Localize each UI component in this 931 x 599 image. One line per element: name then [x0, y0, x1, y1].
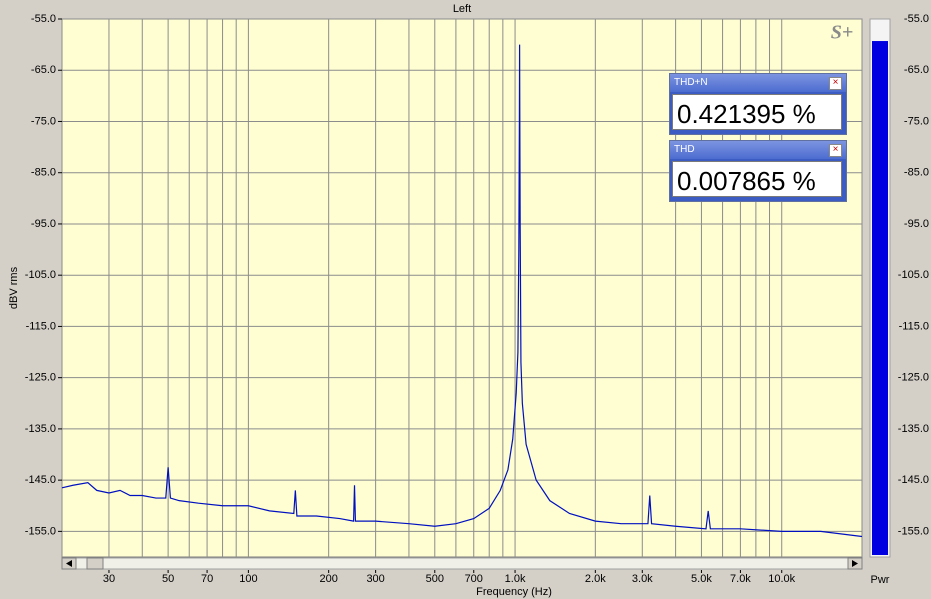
- y-tick-label: -65.0: [31, 64, 56, 76]
- meter-tick-label: -115.0: [899, 320, 929, 332]
- readout-value: 0.007865 %: [672, 161, 842, 197]
- readout-panel: THD+N × 0.421395 %: [669, 73, 847, 135]
- spectrum-line: [61, 44, 863, 538]
- x-tick-label: 500: [426, 573, 444, 585]
- readout-panel: THD × 0.007865 %: [669, 140, 847, 202]
- y-tick-label: -85.0: [31, 167, 56, 179]
- y-tick-label: -55.0: [31, 13, 56, 25]
- x-tick-label: 30: [103, 573, 115, 585]
- meter-tick-label: -65.0: [904, 64, 929, 76]
- meter-tick-label: -85.0: [904, 167, 929, 179]
- x-tick-label: 300: [366, 573, 384, 585]
- scroll-thumb[interactable]: [86, 557, 104, 570]
- y-tick-label: -115.0: [26, 320, 56, 332]
- y-tick-label: -135.0: [25, 423, 56, 435]
- y-tick-label: -95.0: [31, 218, 56, 230]
- x-tick-label: 10.0k: [768, 573, 795, 585]
- meter-tick-label: -135.0: [898, 423, 929, 435]
- x-tick-label: 7.0k: [730, 573, 751, 585]
- x-tick-label: 2.0k: [585, 573, 606, 585]
- meter-tick-label: -105.0: [898, 269, 929, 281]
- y-tick-label: -155.0: [25, 525, 56, 537]
- meter-bar: [872, 41, 888, 556]
- y-tick-label: -75.0: [31, 115, 56, 127]
- scroll-track: [61, 557, 863, 570]
- x-tick-label: 700: [465, 573, 483, 585]
- meter-label: Pwr: [871, 574, 890, 586]
- meter-tick-label: -95.0: [904, 218, 929, 230]
- logo: S+: [831, 22, 854, 44]
- y-axis-label: dBV rms: [8, 266, 20, 309]
- x-tick-label: 70: [201, 573, 213, 585]
- x-tick-label: 100: [239, 573, 257, 585]
- arrow-icon: [852, 560, 858, 567]
- meter-tick-label: -75.0: [904, 115, 929, 127]
- x-tick-label: 1.0k: [505, 573, 526, 585]
- chart-title: Left: [453, 3, 471, 15]
- close-button[interactable]: ×: [829, 144, 842, 157]
- close-button[interactable]: ×: [829, 77, 842, 90]
- meter-tick-label: -155.0: [898, 525, 929, 537]
- meter-tick-label: -55.0: [904, 13, 929, 25]
- arrow-icon: [66, 560, 72, 567]
- meter-tick-label: -145.0: [898, 474, 929, 486]
- meter-tick-label: -125.0: [898, 372, 929, 384]
- panel-title: THD+N: [670, 74, 846, 92]
- readout-value: 0.421395 %: [672, 94, 842, 130]
- panel-title: THD: [670, 141, 846, 159]
- y-tick-label: -125.0: [25, 372, 56, 384]
- y-tick-label: -105.0: [25, 269, 56, 281]
- y-tick-label: -145.0: [25, 474, 56, 486]
- x-tick-label: 3.0k: [632, 573, 653, 585]
- x-tick-label: 200: [319, 573, 337, 585]
- x-tick-label: 5.0k: [691, 573, 712, 585]
- scrollbar[interactable]: [61, 557, 863, 570]
- x-tick-label: 50: [162, 573, 174, 585]
- x-axis-label: Frequency (Hz): [476, 586, 552, 598]
